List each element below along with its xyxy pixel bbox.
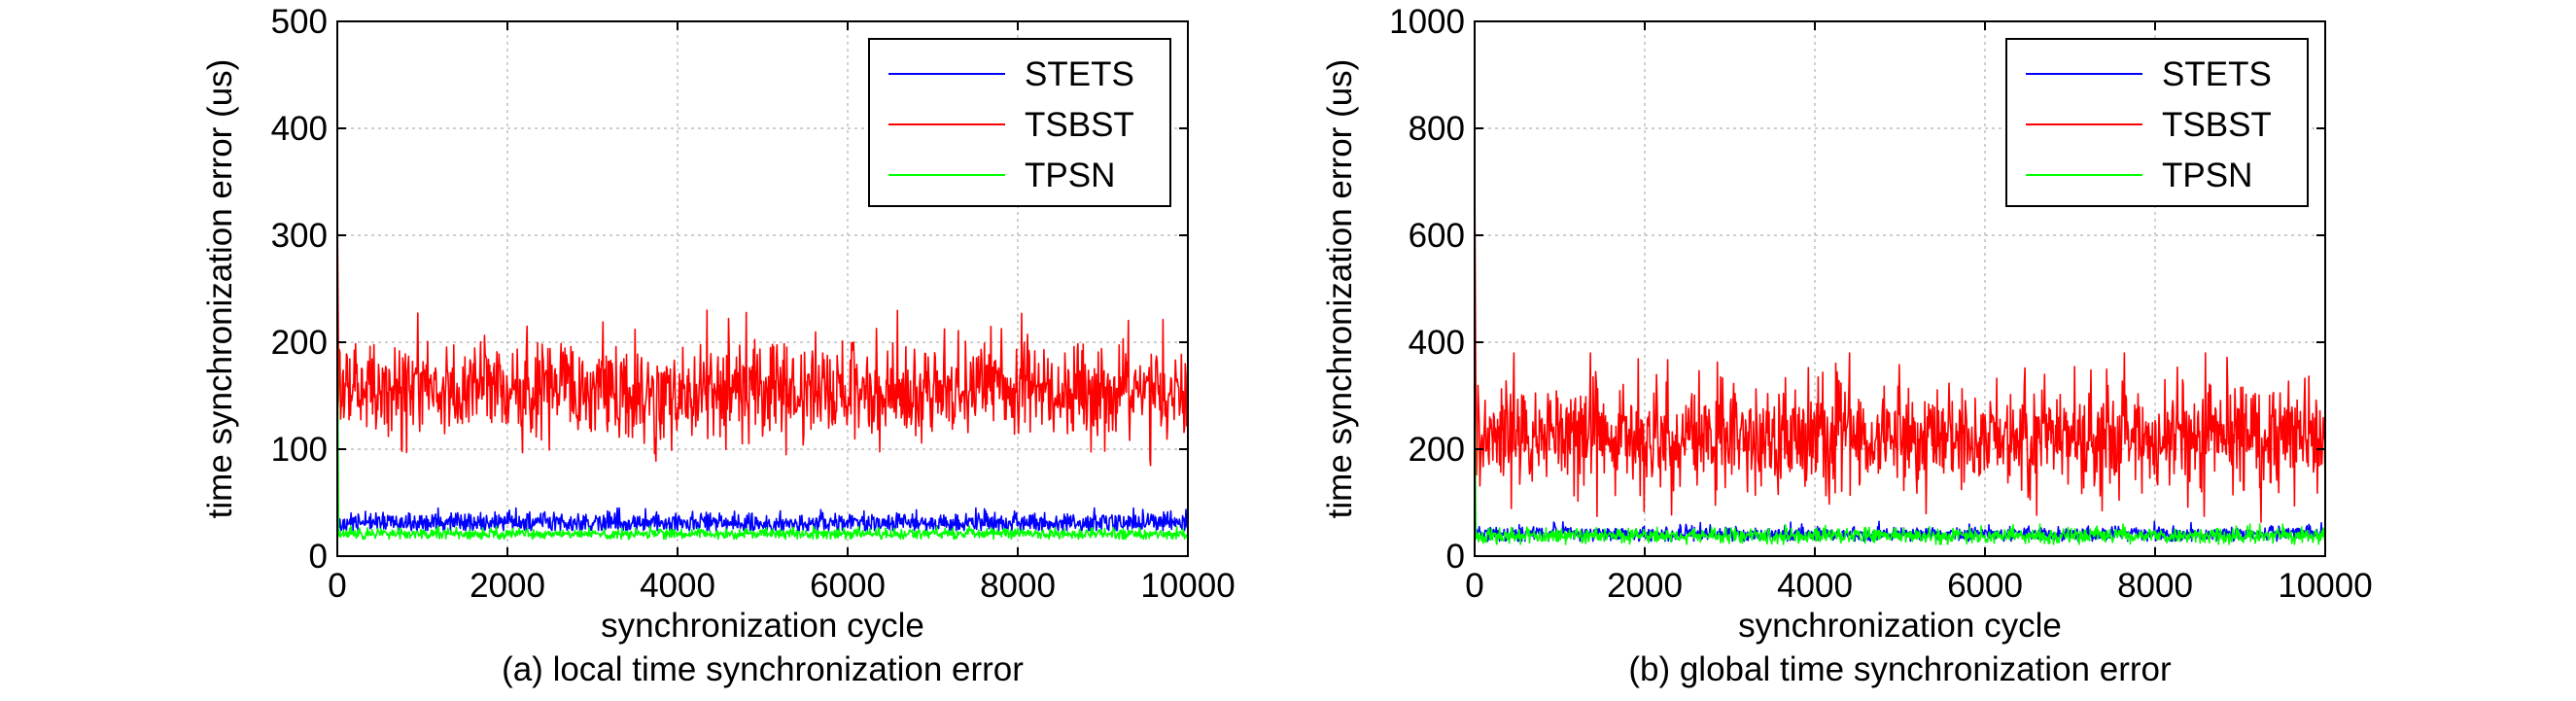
x-tick-label: 8000 bbox=[980, 567, 1056, 605]
x-axis-label: synchronization cycle bbox=[1738, 607, 2062, 645]
x-tick-label: 6000 bbox=[1947, 567, 2023, 605]
y-tick-label: 0 bbox=[309, 538, 328, 576]
series-line-stets bbox=[336, 507, 1189, 532]
data-series bbox=[1474, 165, 2326, 545]
y-tick-label: 200 bbox=[1409, 431, 1465, 469]
legend-label: TSBST bbox=[1025, 106, 1134, 144]
data-series bbox=[336, 202, 1189, 541]
x-tick-label: 2000 bbox=[1607, 567, 1683, 605]
x-tick-label: 0 bbox=[1465, 567, 1483, 605]
y-axis-label: time synchronization error (us) bbox=[201, 59, 239, 519]
legend-label: TPSN bbox=[2162, 157, 2252, 194]
x-tick-label: 6000 bbox=[810, 567, 886, 605]
y-tick-label: 500 bbox=[271, 3, 328, 41]
legend-label: STETS bbox=[1025, 55, 1134, 93]
axis-ticks: 0 2000 4000 6000 8000 10000 0 100 200 300 400 500 bbox=[271, 3, 1236, 605]
legend-box bbox=[2005, 38, 2309, 207]
y-axis-label: time synchronization error (us) bbox=[1321, 59, 1359, 519]
y-tick-label: 300 bbox=[271, 217, 328, 255]
x-tick-label: 8000 bbox=[2117, 567, 2193, 605]
series-line-tsbst bbox=[336, 202, 1189, 467]
axis-ticks: 0 2000 4000 6000 8000 10000 0 200 400 600 800 1000 bbox=[1389, 3, 2373, 605]
series-line-tpsn bbox=[336, 294, 1189, 541]
panel-caption: (a) local time synchronization error bbox=[502, 650, 1024, 688]
y-tick-label: 100 bbox=[271, 431, 328, 469]
series-line-tpsn bbox=[1474, 379, 2326, 545]
chart-panel-b: 0 2000 4000 6000 8000 1000002004006008001000 … bbox=[1321, 3, 2373, 688]
y-tick-label: 600 bbox=[1409, 217, 1465, 255]
x-tick-label: 10000 bbox=[2278, 567, 2372, 605]
plot-frame bbox=[1474, 20, 2326, 557]
legend: STETS TSBST TPSN bbox=[868, 38, 1171, 207]
plot-frame bbox=[336, 20, 1189, 557]
x-tick-label: 0 bbox=[328, 567, 346, 605]
legend-label: TSBST bbox=[2162, 106, 2272, 144]
panel-caption: (b) global time synchronization error bbox=[1628, 650, 2172, 688]
x-tick-label: 4000 bbox=[640, 567, 715, 605]
series-line-tsbst bbox=[1474, 165, 2326, 523]
x-tick-label: 2000 bbox=[470, 567, 545, 605]
chart-panel-a: 0 2000 4000 6000 8000 10000 0 100 200 300 400 500 s… bbox=[201, 3, 1236, 688]
x-axis-label: synchronization cycle bbox=[601, 607, 924, 645]
y-tick-label: 800 bbox=[1409, 110, 1465, 148]
x-tick-label: 4000 bbox=[1777, 567, 1853, 605]
legend-label: TPSN bbox=[1025, 157, 1115, 194]
y-tick-label: 200 bbox=[271, 324, 328, 362]
legend: STETS TSBST TPSN bbox=[2005, 38, 2309, 207]
y-tick-label: 400 bbox=[271, 110, 328, 148]
legend-label: STETS bbox=[2162, 55, 2272, 93]
y-tick-label: 400 bbox=[1409, 324, 1465, 362]
y-tick-label: 0 bbox=[1446, 538, 1465, 576]
legend-box bbox=[868, 38, 1171, 207]
x-tick-label: 10000 bbox=[1140, 567, 1235, 605]
y-tick-label: 1000 bbox=[1389, 3, 1465, 41]
